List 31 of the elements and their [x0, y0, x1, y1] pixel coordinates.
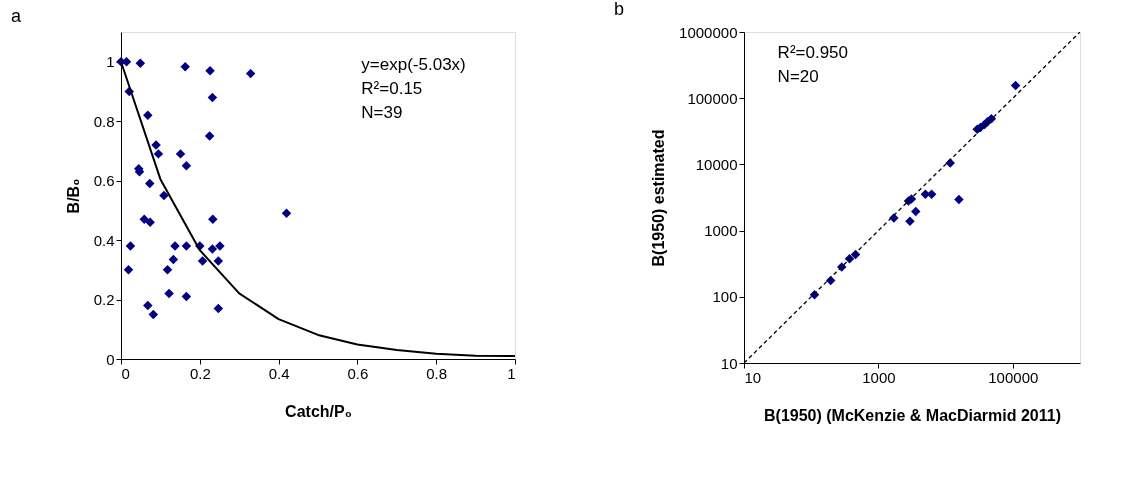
y-tick-label: 100: [712, 288, 738, 306]
y-tick-label: 0.4: [93, 231, 115, 249]
chart-title: b: [614, 0, 625, 19]
x-tick-label: 10: [744, 368, 762, 386]
y-tick-label: 0.2: [93, 291, 115, 309]
y-tick-label: 0.8: [93, 112, 115, 130]
y-tick-label: 1: [106, 53, 115, 71]
y-tick-label: 100000: [687, 89, 738, 107]
annotation: N=39: [361, 102, 403, 122]
x-tick-label: 0: [121, 364, 130, 382]
x-tick-label: 0.6: [347, 364, 369, 382]
annotation: N=20: [777, 67, 819, 87]
x-tick-label: 1000: [862, 368, 896, 386]
x-tick-label: 0.4: [268, 364, 290, 382]
x-axis-title: B(1950) (McKenzie & MacDiarmid 2011): [764, 406, 1061, 424]
y-axis-title: B/B₀: [64, 178, 82, 214]
y-axis-title: B(1950) estimated: [650, 129, 668, 267]
y-tick-label: 0.6: [93, 172, 115, 190]
y-tick-label: 1000: [704, 222, 738, 240]
annotation: y=exp(-5.03x): [361, 54, 466, 74]
y-tick-label: 0: [106, 350, 115, 368]
annotation: R²=0.15: [361, 78, 423, 98]
x-tick-label: 0.8: [426, 364, 448, 382]
x-tick-label: 1: [507, 364, 516, 382]
y-tick-label: 1000000: [679, 23, 738, 41]
chart-title: a: [11, 6, 22, 26]
annotation: R²=0.950: [777, 43, 849, 63]
x-tick-label: 100000: [988, 368, 1039, 386]
x-axis-title: Catch/P₀: [285, 402, 352, 420]
x-tick-label: 0.2: [189, 364, 211, 382]
y-tick-label: 10000: [695, 155, 738, 173]
